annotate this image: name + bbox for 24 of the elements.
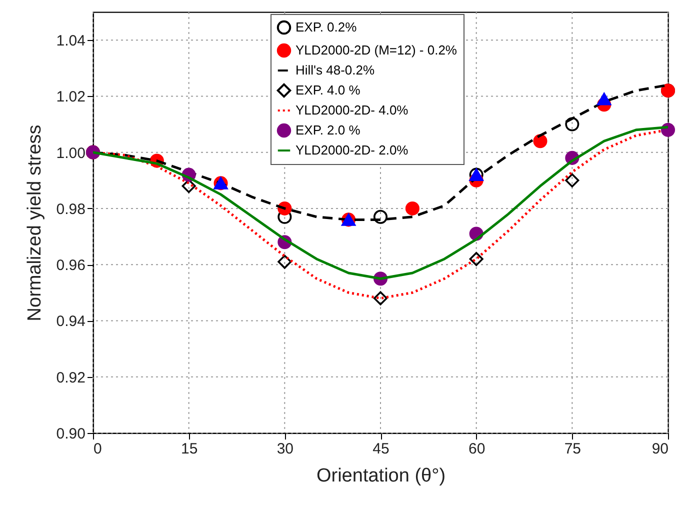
x-tick-label: 90 — [652, 440, 668, 458]
legend-label: YLD2000-2D- 4.0% — [296, 102, 409, 118]
x-tick-label: 15 — [180, 440, 198, 458]
y-tick-label: 0.90 — [56, 426, 86, 442]
legend-label: YLD2000-2D- 2.0% — [296, 142, 409, 158]
y-tick-label: 0.96 — [56, 257, 86, 274]
legend-label: Hill's 48-0.2% — [296, 62, 376, 78]
x-axis-title: Orientation (θ°) — [316, 466, 446, 486]
y-tick-label: 0.94 — [56, 313, 86, 330]
x-tick-label: 75 — [564, 440, 582, 458]
legend-label: EXP. 2.0 % — [296, 122, 361, 138]
y-tick-label: 1.00 — [56, 144, 86, 162]
x-tick-label: 60 — [468, 440, 486, 458]
legend-label: YLD2000-2D (M=12) - 0.2% — [296, 42, 458, 58]
x-tick-label: 0 — [94, 440, 102, 458]
x-tick-label: 45 — [372, 440, 390, 458]
y-tick-label: 0.98 — [56, 200, 86, 218]
x-tick-label: 30 — [276, 440, 294, 458]
y-axis-title: Normalized yield stress — [24, 124, 46, 322]
y-tick-label: 0.92 — [56, 369, 86, 386]
y-tick-label: 1.02 — [56, 88, 86, 106]
legend-label: EXP. 4.0 % — [296, 82, 361, 98]
legend-label: EXP. 0.2% — [296, 20, 358, 34]
y-tick-label: 1.04 — [56, 32, 86, 50]
